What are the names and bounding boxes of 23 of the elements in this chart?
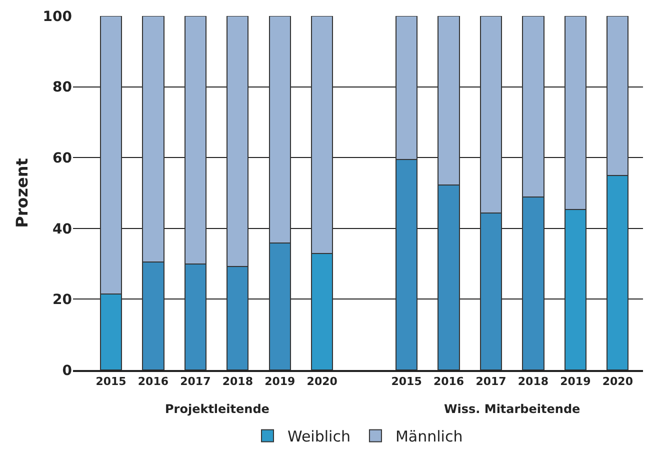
x-tick-label: 2016 [433,375,464,388]
x-tick-label: 2016 [138,375,169,388]
y-tick-label: 0 [62,362,72,379]
y-tick-label: 60 [52,150,72,166]
y-tick-label: 100 [42,8,72,25]
y-tick-label: 40 [52,221,72,238]
x-tick-label: 2017 [476,375,506,388]
y-tick-label: 80 [52,80,72,96]
x-tick-label: 2018 [222,375,253,388]
x-tick-label: 2015 [391,375,422,388]
x-tick-label: 2019 [264,375,296,388]
x-tick-label: 2020 [602,375,634,388]
x-tick-label: 2017 [180,375,211,388]
y-axis-title: Prozent [12,158,32,228]
x-tick-label: 2020 [306,375,338,388]
x-tick-label: 2019 [560,375,591,388]
text: Wiss. Mitarbeitende [444,402,580,416]
text: Projektleitende [165,402,270,416]
x-tick-label: 2015 [96,375,126,388]
y-tick-label: 20 [52,292,72,308]
legend-label: Männlich [395,428,463,446]
x-tick-label: 2018 [518,375,549,388]
legend-label: Weiblich [288,428,350,446]
